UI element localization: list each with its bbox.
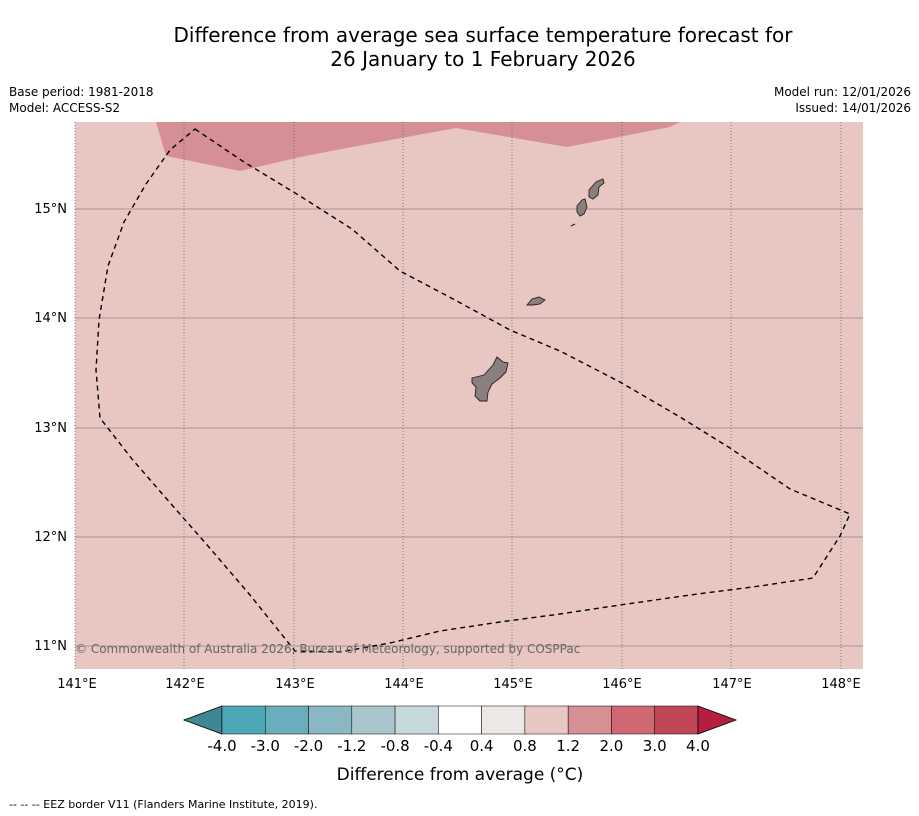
colorbar-segment xyxy=(265,705,309,735)
longitude-gridlines xyxy=(74,122,842,669)
colorbar-arrow-high xyxy=(697,705,738,735)
lon-label: 145°E xyxy=(493,677,533,692)
lat-label: 11°N xyxy=(34,639,67,654)
colorbar-segment xyxy=(394,705,439,735)
colorbar-tick-label: -1.2 xyxy=(337,737,366,755)
colorbar-segment xyxy=(221,705,266,735)
colorbar-segment xyxy=(438,705,482,735)
map-ocean-area xyxy=(75,122,863,669)
eez-border xyxy=(95,128,851,653)
colorbar-tick-label: -3.0 xyxy=(251,737,280,755)
colorbar-segment xyxy=(524,705,569,735)
lat-label: 14°N xyxy=(34,311,67,326)
map-title-line-2: 26 January to 1 February 2026 xyxy=(330,47,636,71)
eez-legend: -- -- -- EEZ border V11 (Flanders Marine… xyxy=(9,798,317,811)
colorbar-segment xyxy=(654,705,699,735)
model-text: Model: ACCESS-S2 xyxy=(9,101,121,115)
island-rota xyxy=(526,296,546,306)
lon-label: 147°E xyxy=(712,677,752,692)
islands xyxy=(471,178,605,402)
model-run-text: Model run: 12/01/2026 xyxy=(773,85,911,99)
colorbar-tick-label: -4.0 xyxy=(207,737,236,755)
warm-anomaly-patch xyxy=(156,122,680,171)
colorbar-tick-label: 1.2 xyxy=(556,737,580,755)
island-tinian xyxy=(576,198,588,217)
latitude-gridlines xyxy=(75,208,863,647)
colorbar-segment xyxy=(351,705,396,735)
colorbar-arrow-low xyxy=(182,705,223,735)
colorbar-tick-label: 0.4 xyxy=(470,737,494,755)
colorbar-segment xyxy=(481,705,526,735)
colorbar-segment xyxy=(567,705,612,735)
longitude-labels: 141°E 142°E 143°E 144°E 145°E 146°E 147°… xyxy=(57,677,861,692)
lat-label: 15°N xyxy=(34,202,67,217)
lon-label: 146°E xyxy=(602,677,642,692)
lon-label: 143°E xyxy=(275,677,315,692)
lon-label: 141°E xyxy=(57,677,97,692)
issued-text: Issued: 14/01/2026 xyxy=(795,101,911,115)
lat-label: 13°N xyxy=(34,421,67,436)
colorbar-tick-label: 0.8 xyxy=(513,737,537,755)
colorbar-tick-label: -2.0 xyxy=(294,737,323,755)
map-copyright: © Commonwealth of Australia 2026, Bureau… xyxy=(75,642,580,656)
colorbar-segment xyxy=(611,705,655,735)
colorbar-tick-label: -0.8 xyxy=(380,737,409,755)
lon-label: 144°E xyxy=(384,677,424,692)
colorbar-segment xyxy=(308,705,353,735)
colorbar-label: Difference from average (°C) xyxy=(337,765,584,785)
colorbar-tick-label: 2.0 xyxy=(600,737,624,755)
colorbar-tick-label: 4.0 xyxy=(686,737,710,755)
colorbar: -4.0 -3.0 -2.0 -1.2 -0.8 -0.4 0.4 0.8 1.2 2.0 3.0 4… xyxy=(182,705,738,755)
colorbar-tick-label: -0.4 xyxy=(424,737,453,755)
base-period-text: Base period: 1981-2018 xyxy=(9,85,154,99)
island-saipan xyxy=(588,178,605,200)
lat-label: 12°N xyxy=(34,530,67,545)
latitude-labels: 15°N 14°N 13°N 12°N 11°N xyxy=(34,202,67,654)
island-guam xyxy=(471,356,509,402)
lon-label: 148°E xyxy=(821,677,861,692)
map-title-line-1: Difference from average sea surface temp… xyxy=(173,23,793,47)
lon-label: 142°E xyxy=(165,677,205,692)
colorbar-tick-label: 3.0 xyxy=(643,737,667,755)
island-aguijan xyxy=(570,223,576,227)
